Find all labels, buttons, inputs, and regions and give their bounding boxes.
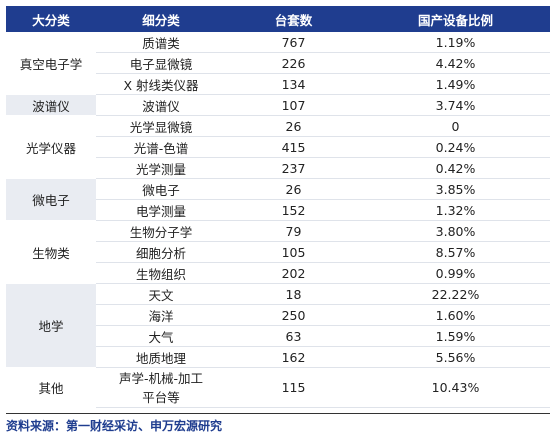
table-row: 地学 天文 18 22.22% [6, 283, 550, 368]
group-label: 真空电子学 [6, 32, 96, 95]
ratio-cell: 4.42% [361, 52, 550, 74]
ratio-cell: 1.49% [361, 73, 550, 95]
count-cell: 237 [226, 157, 361, 179]
ratio-cell: 1.59% [361, 325, 550, 347]
ratio-cell: 0.24% [361, 136, 550, 158]
subcategory-cell: 大气 [96, 325, 226, 347]
subcategory-cell: 电学测量 [96, 199, 226, 221]
count-cell: 79 [226, 220, 361, 242]
subcategory-cell: 光学显微镜 [96, 115, 226, 137]
ratio-cell: 3.74% [361, 94, 550, 116]
group-label: 微电子 [6, 178, 96, 221]
subcategory-cell: 生物组织 [96, 262, 226, 284]
header-category: 大分类 [6, 6, 96, 32]
subcategory-cell: 声学-机械-加工 平台等 [96, 367, 226, 408]
ratio-cell: 1.60% [361, 304, 550, 326]
subcategory-cell: X 射线类仪器 [96, 73, 226, 95]
table-row: 电子显微镜 226 4.42% [6, 52, 550, 74]
ratio-cell: 1.19% [361, 32, 550, 53]
subcategory-cell: 地质地理 [96, 346, 226, 368]
count-cell: 162 [226, 346, 361, 368]
source-note: 资料来源：第一财经采访、申万宏源研究 [6, 413, 550, 434]
equipment-table: 大分类 细分类 台套数 国产设备比例 真空电子学 质谱类 767 1.19% 电… [6, 6, 550, 408]
count-cell: 18 [226, 283, 361, 305]
group-label: 其他 [6, 367, 96, 408]
count-cell: 767 [226, 32, 361, 53]
table-row: 光学仪器 光学显微镜 26 0 [6, 115, 550, 179]
group-label: 光学仪器 [6, 115, 96, 179]
header-count: 台套数 [226, 6, 361, 32]
subcategory-cell: 质谱类 [96, 32, 226, 53]
count-cell: 152 [226, 199, 361, 221]
table-row: 光学测量 237 0.42% [6, 157, 550, 179]
subcategory-cell: 光谱-色谱 [96, 136, 226, 158]
subcategory-cell: 天文 [96, 283, 226, 305]
count-cell: 26 [226, 178, 361, 200]
count-cell: 107 [226, 94, 361, 116]
table-row: X 射线类仪器 134 1.49% [6, 73, 550, 95]
ratio-cell: 0 [361, 115, 550, 137]
subcategory-cell: 细胞分析 [96, 241, 226, 263]
ratio-cell: 3.85% [361, 178, 550, 200]
count-cell: 415 [226, 136, 361, 158]
subcategory-line: 平台等 [142, 389, 180, 405]
table-row: 微电子 微电子 26 3.85% [6, 178, 550, 221]
table-row: 电学测量 152 1.32% [6, 199, 550, 221]
count-cell: 105 [226, 241, 361, 263]
table-row: 其他 声学-机械-加工 平台等 115 10.43% [6, 367, 550, 408]
group-label: 地学 [6, 283, 96, 368]
subcategory-cell: 光学测量 [96, 157, 226, 179]
count-cell: 250 [226, 304, 361, 326]
table-header: 大分类 细分类 台套数 国产设备比例 [6, 6, 550, 32]
table-container: 大分类 细分类 台套数 国产设备比例 真空电子学 质谱类 767 1.19% 电… [6, 6, 550, 434]
subcategory-cell: 海洋 [96, 304, 226, 326]
count-cell: 134 [226, 73, 361, 95]
table-row: 海洋 250 1.60% [6, 304, 550, 326]
subcategory-line: 声学-机械-加工 [118, 370, 204, 386]
ratio-cell: 0.42% [361, 157, 550, 179]
ratio-cell: 3.80% [361, 220, 550, 242]
group-label: 波谱仪 [6, 94, 96, 116]
table-row: 波谱仪 波谱仪 107 3.74% [6, 94, 550, 116]
subcategory-cell: 微电子 [96, 178, 226, 200]
header-domestic-ratio: 国产设备比例 [361, 6, 550, 32]
table-row: 光谱-色谱 415 0.24% [6, 136, 550, 158]
table-row: 生物类 生物分子学 79 3.80% [6, 220, 550, 284]
header-row: 大分类 细分类 台套数 国产设备比例 [6, 6, 550, 32]
count-cell: 115 [226, 367, 361, 408]
ratio-cell: 22.22% [361, 283, 550, 305]
table-row: 真空电子学 质谱类 767 1.19% [6, 32, 550, 95]
ratio-cell: 10.43% [361, 367, 550, 408]
count-cell: 26 [226, 115, 361, 137]
ratio-cell: 5.56% [361, 346, 550, 368]
table-row: 大气 63 1.59% [6, 325, 550, 347]
subcategory-cell: 波谱仪 [96, 94, 226, 116]
ratio-cell: 0.99% [361, 262, 550, 284]
count-cell: 63 [226, 325, 361, 347]
ratio-cell: 1.32% [361, 199, 550, 221]
header-subcategory: 细分类 [96, 6, 226, 32]
count-cell: 202 [226, 262, 361, 284]
subcategory-cell: 生物分子学 [96, 220, 226, 242]
ratio-cell: 8.57% [361, 241, 550, 263]
table-row: 细胞分析 105 8.57% [6, 241, 550, 263]
count-cell: 226 [226, 52, 361, 74]
group-label: 生物类 [6, 220, 96, 284]
table-row: 地质地理 162 5.56% [6, 346, 550, 368]
table-row: 生物组织 202 0.99% [6, 262, 550, 284]
subcategory-cell: 电子显微镜 [96, 52, 226, 74]
table-body: 真空电子学 质谱类 767 1.19% 电子显微镜 226 4.42% X 射线… [6, 32, 550, 408]
